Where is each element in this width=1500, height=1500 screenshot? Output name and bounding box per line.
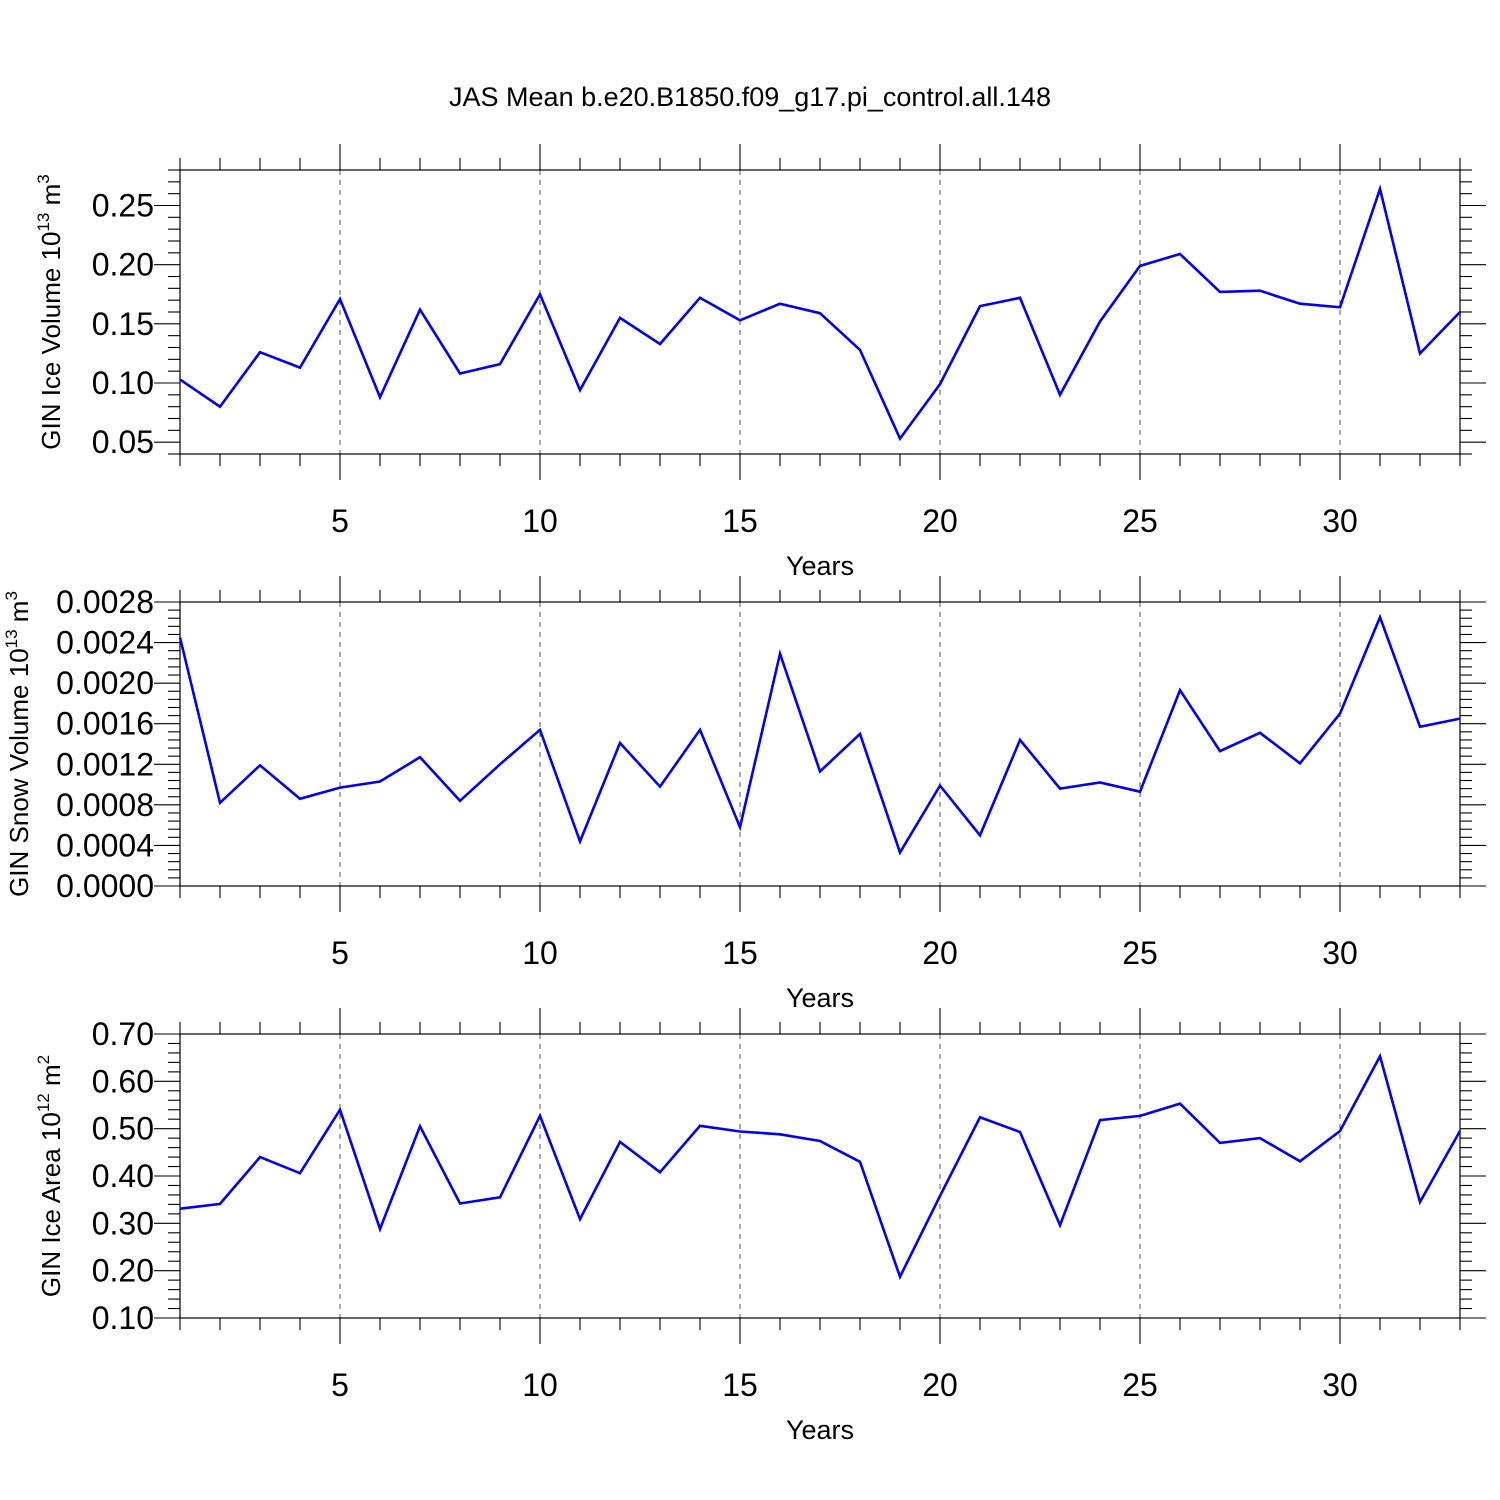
- y-tick-label: 0.10: [92, 1300, 154, 1336]
- x-tick-label: 10: [522, 1367, 558, 1403]
- y-tick-label: 0.05: [92, 424, 154, 460]
- y-tick-label: 0.40: [92, 1158, 154, 1194]
- y-axis-label: GIN Ice Volume 1013 m3: [34, 174, 66, 450]
- y-tick-label: 0.25: [92, 188, 154, 224]
- x-tick-label: 30: [1322, 1367, 1358, 1403]
- y-tick-label: 0.0024: [56, 625, 154, 661]
- x-axis-label: Years: [786, 1415, 854, 1445]
- y-tick-label: 0.0016: [56, 706, 154, 742]
- y-tick-label: 0.0020: [56, 665, 154, 701]
- x-tick-label: 5: [331, 935, 349, 971]
- x-tick-label: 20: [922, 935, 958, 971]
- x-axis-label: Years: [786, 983, 854, 1013]
- plot-frame: [179, 1033, 1461, 1319]
- series-line: [179, 1052, 1462, 1281]
- y-tick-label: 0.0008: [56, 787, 154, 823]
- x-tick-label: 15: [722, 503, 758, 539]
- series-line: [179, 184, 1461, 442]
- y-tick-label: 0.20: [92, 1253, 154, 1289]
- x-tick-label: 15: [722, 935, 758, 971]
- figure-title: JAS Mean b.e20.B1850.f09_g17.pi_control.…: [449, 82, 1051, 112]
- y-tick-label: 0.20: [92, 247, 154, 283]
- x-tick-label: 5: [331, 503, 349, 539]
- x-tick-label: 25: [1122, 1367, 1158, 1403]
- y-tick-label: 0.0000: [56, 868, 154, 904]
- x-tick-label: 25: [1122, 935, 1158, 971]
- x-tick-label: 25: [1122, 503, 1158, 539]
- y-tick-label: 0.30: [92, 1205, 154, 1241]
- panel-1: 0.05 0.10 0.15 0.20 0.25 5 10 15 20 25 30 Years GIN …: [34, 144, 1486, 581]
- y-tick-label: 0.0012: [56, 746, 154, 782]
- x-tick-label: 30: [1322, 935, 1358, 971]
- x-tick-label: 10: [522, 935, 558, 971]
- x-tick-label: 15: [722, 1367, 758, 1403]
- y-tick-label: 0.70: [92, 1016, 154, 1052]
- x-tick-label: 20: [922, 1367, 958, 1403]
- y-tick-label: 0.15: [92, 306, 154, 342]
- series-line: [178, 613, 1461, 856]
- x-tick-label: 10: [522, 503, 558, 539]
- x-tick-label: 30: [1322, 503, 1358, 539]
- panel-2: 0.0000 0.0004 0.0008 0.0012 0.0016 0.0020 0.00…: [2, 576, 1486, 1013]
- plot-frame: [179, 601, 1461, 887]
- x-axis-label: Years: [786, 551, 854, 581]
- y-tick-label: 0.60: [92, 1063, 154, 1099]
- panel-3: 0.10 0.20 0.30 0.40 0.50 0.60 0.70 5 10 15 20 25 30 Y…: [34, 1008, 1486, 1445]
- y-tick-label: 0.0028: [56, 584, 154, 620]
- x-tick-label: 5: [331, 1367, 349, 1403]
- y-tick-label: 0.50: [92, 1111, 154, 1147]
- y-tick-label: 0.0004: [56, 827, 154, 863]
- y-tick-label: 0.10: [92, 365, 154, 401]
- x-tick-label: 20: [922, 503, 958, 539]
- y-axis-label: GIN Ice Area 1012 m2: [34, 1055, 66, 1297]
- y-axis-label: GIN Snow Volume 1013 m3: [2, 591, 34, 897]
- panels: 0.05 0.10 0.15 0.20 0.25 5 10 15 20 25 30 Years GIN …: [2, 144, 1486, 1445]
